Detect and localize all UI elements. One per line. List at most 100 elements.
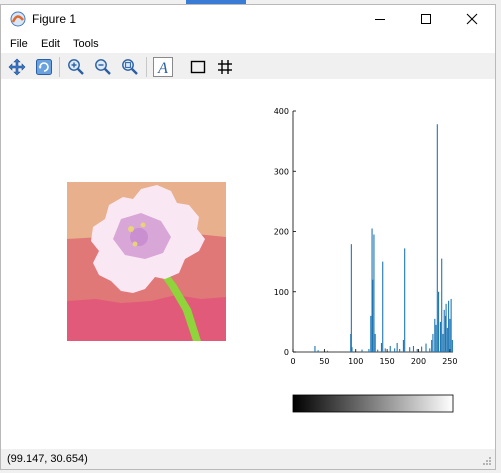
histogram-bar (314, 346, 315, 352)
grayscale-colorbar (293, 395, 453, 412)
histogram-bar (370, 316, 371, 352)
cursor-coordinates: (99.147, 30.654) (7, 452, 88, 466)
histogram-bar (394, 348, 395, 352)
figure-plot-area: 0 100 200 300 400 0 50 100 150 200 250 (1, 79, 495, 449)
x-tick-label: 50 (319, 357, 329, 366)
close-button[interactable] (449, 5, 495, 33)
colorbar-rect (293, 395, 453, 412)
histogram-bar (399, 349, 400, 352)
x-tick-label: 250 (442, 357, 457, 366)
menu-tools[interactable]: Tools (73, 37, 99, 51)
y-tick-label: 100 (274, 288, 289, 297)
histogram-bar (373, 235, 374, 352)
histogram-bar (452, 340, 453, 352)
menu-bar: File Edit Tools (1, 35, 495, 53)
title-bar[interactable]: Figure 1 (1, 5, 495, 33)
maximize-icon (420, 13, 432, 25)
histogram-bar (375, 334, 376, 352)
x-tick-label: 0 (290, 357, 295, 366)
zoom-out-button[interactable] (92, 56, 114, 78)
histogram-bar (429, 348, 430, 352)
histogram-bar (438, 292, 439, 352)
histogram-bar (431, 340, 432, 352)
histogram-bar (441, 259, 442, 352)
flower-image (67, 182, 226, 341)
histogram-bar (413, 346, 414, 352)
histogram-bar (446, 304, 447, 352)
rectangle-icon (189, 58, 207, 76)
histogram-bar (397, 343, 398, 352)
histogram-bar (318, 350, 319, 352)
zoom-fit-icon (121, 58, 139, 76)
histogram-bar (377, 350, 378, 352)
flower-stamen (133, 242, 138, 247)
histogram-bar (368, 349, 369, 352)
x-tick-label: 150 (379, 357, 394, 366)
status-bar: (99.147, 30.654) (1, 449, 495, 469)
histogram-bar (403, 340, 404, 352)
histogram-bar (442, 334, 443, 352)
pan-icon (8, 58, 26, 76)
image-lower-band (67, 295, 226, 341)
zoom-in-icon (67, 58, 85, 76)
histogram-bar (327, 351, 328, 352)
histogram-bar (417, 349, 418, 352)
zoom-fit-button[interactable] (119, 56, 141, 78)
histogram-chart: 0 100 200 300 400 0 50 100 150 200 250 (274, 107, 458, 366)
reset-view-icon (35, 58, 53, 76)
x-tick-label: 200 (411, 357, 426, 366)
histogram-bar (425, 344, 426, 352)
close-icon (466, 13, 478, 25)
x-tick-label: 100 (348, 357, 363, 366)
flower-stamen (141, 223, 146, 228)
pan-button[interactable] (6, 56, 28, 78)
histogram-bar (361, 350, 362, 352)
menu-edit[interactable]: Edit (41, 37, 60, 51)
histogram-bar (390, 346, 391, 352)
histogram-bar (432, 334, 433, 352)
histogram-bar (434, 319, 435, 352)
histogram-bar (409, 347, 410, 352)
histogram-bar (447, 328, 448, 352)
y-tick-label: 300 (274, 167, 289, 176)
toolbar-separator (59, 57, 60, 77)
histogram-bar (437, 124, 438, 352)
matlab-figure-icon (10, 11, 26, 27)
histogram-bar (351, 244, 352, 352)
text-icon: A (153, 57, 173, 77)
flower-stamen (128, 226, 134, 232)
resize-grip-icon[interactable] (482, 456, 492, 466)
grid-button[interactable] (214, 56, 236, 78)
text-tool-button[interactable]: A (152, 56, 174, 78)
histogram-bar (440, 322, 441, 352)
histogram-bar (421, 347, 422, 352)
y-tick-label: 0 (284, 348, 289, 357)
toolbar-separator (146, 57, 147, 77)
histogram-bar (444, 310, 445, 352)
menu-file[interactable]: File (10, 37, 28, 51)
histogram-bar (385, 348, 386, 352)
reset-view-button[interactable] (33, 56, 55, 78)
histogram-bar (436, 325, 437, 352)
minimize-icon (374, 13, 386, 25)
histogram-bar (381, 343, 382, 352)
histogram-bar (451, 299, 452, 352)
y-tick-label: 200 (274, 228, 289, 237)
histogram-bar (448, 301, 449, 352)
y-tick-label: 400 (274, 107, 289, 116)
figure-window: Figure 1 File Edit Tools (0, 4, 496, 470)
histogram-bar (449, 319, 450, 352)
toolbar: A (1, 53, 495, 79)
grid-icon (216, 58, 234, 76)
window-title: Figure 1 (32, 11, 76, 27)
figure-canvas[interactable]: 0 100 200 300 400 0 50 100 150 200 250 (1, 79, 495, 449)
rectangle-button[interactable] (187, 56, 209, 78)
histogram-bar (382, 262, 383, 352)
minimize-button[interactable] (357, 5, 403, 33)
maximize-button[interactable] (403, 5, 449, 33)
zoom-in-button[interactable] (65, 56, 87, 78)
histogram-bar (351, 347, 352, 352)
histogram-bar (372, 280, 373, 352)
zoom-out-icon (94, 58, 112, 76)
histogram-bar (404, 248, 405, 352)
